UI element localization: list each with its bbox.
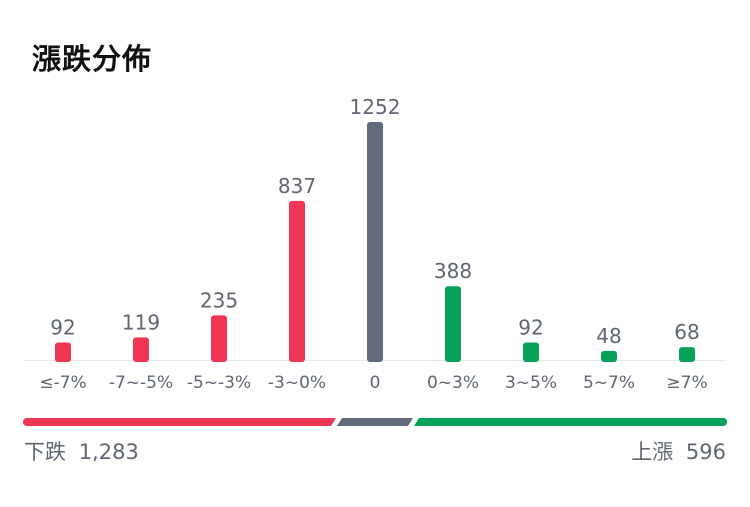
bar-2 bbox=[211, 315, 227, 362]
category-label-6: 3~5% bbox=[505, 373, 557, 393]
value-label-2: 235 bbox=[200, 288, 238, 312]
category-label-7: 5~7% bbox=[583, 373, 635, 393]
category-label-4: 0 bbox=[370, 373, 381, 393]
down-summary-label: 下跌 bbox=[24, 440, 66, 464]
category-label-0: ≤-7% bbox=[39, 373, 86, 393]
ratio-segment-up bbox=[414, 418, 723, 426]
value-label-4: 1252 bbox=[350, 95, 401, 119]
category-label-8: ≥7% bbox=[666, 373, 707, 393]
ratio-segment-up-cap bbox=[719, 418, 727, 426]
category-label-5: 0~3% bbox=[427, 373, 479, 393]
ratio-segment-down-cap bbox=[23, 418, 31, 426]
ratio-segment-down bbox=[27, 418, 336, 426]
up-summary: 上漲 596 bbox=[631, 436, 726, 466]
bar-3 bbox=[289, 200, 305, 362]
down-summary: 下跌 1,283 bbox=[24, 436, 139, 466]
value-label-3: 837 bbox=[278, 174, 316, 198]
bar-8 bbox=[679, 347, 695, 362]
value-label-7: 48 bbox=[596, 324, 621, 348]
value-label-0: 92 bbox=[50, 316, 75, 340]
bar-4 bbox=[367, 122, 383, 362]
category-label-3: -3~0% bbox=[268, 373, 326, 393]
up-summary-label: 上漲 bbox=[631, 440, 674, 464]
down-summary-count: 1,283 bbox=[78, 440, 139, 464]
value-label-5: 388 bbox=[434, 259, 472, 283]
ratio-bar bbox=[23, 418, 727, 426]
bar-5 bbox=[445, 286, 461, 362]
bar-7 bbox=[601, 350, 617, 362]
ratio-segment-flat bbox=[337, 418, 413, 426]
bar-1 bbox=[133, 337, 149, 362]
value-label-8: 68 bbox=[674, 320, 699, 344]
bar-6 bbox=[523, 342, 539, 362]
bar-0 bbox=[55, 342, 71, 362]
category-label-1: -7~-5% bbox=[109, 373, 173, 393]
chart-title: 漲跌分佈 bbox=[32, 42, 153, 76]
category-label-2: -5~-3% bbox=[187, 373, 251, 393]
value-label-1: 119 bbox=[122, 310, 160, 334]
bars-group: 92 ≤-7% 119 -7~-5% 235 -5~-3% 837 -3~0% 1252 0 388… bbox=[39, 95, 707, 393]
value-label-6: 92 bbox=[518, 316, 543, 340]
up-summary-count: 596 bbox=[685, 440, 726, 464]
